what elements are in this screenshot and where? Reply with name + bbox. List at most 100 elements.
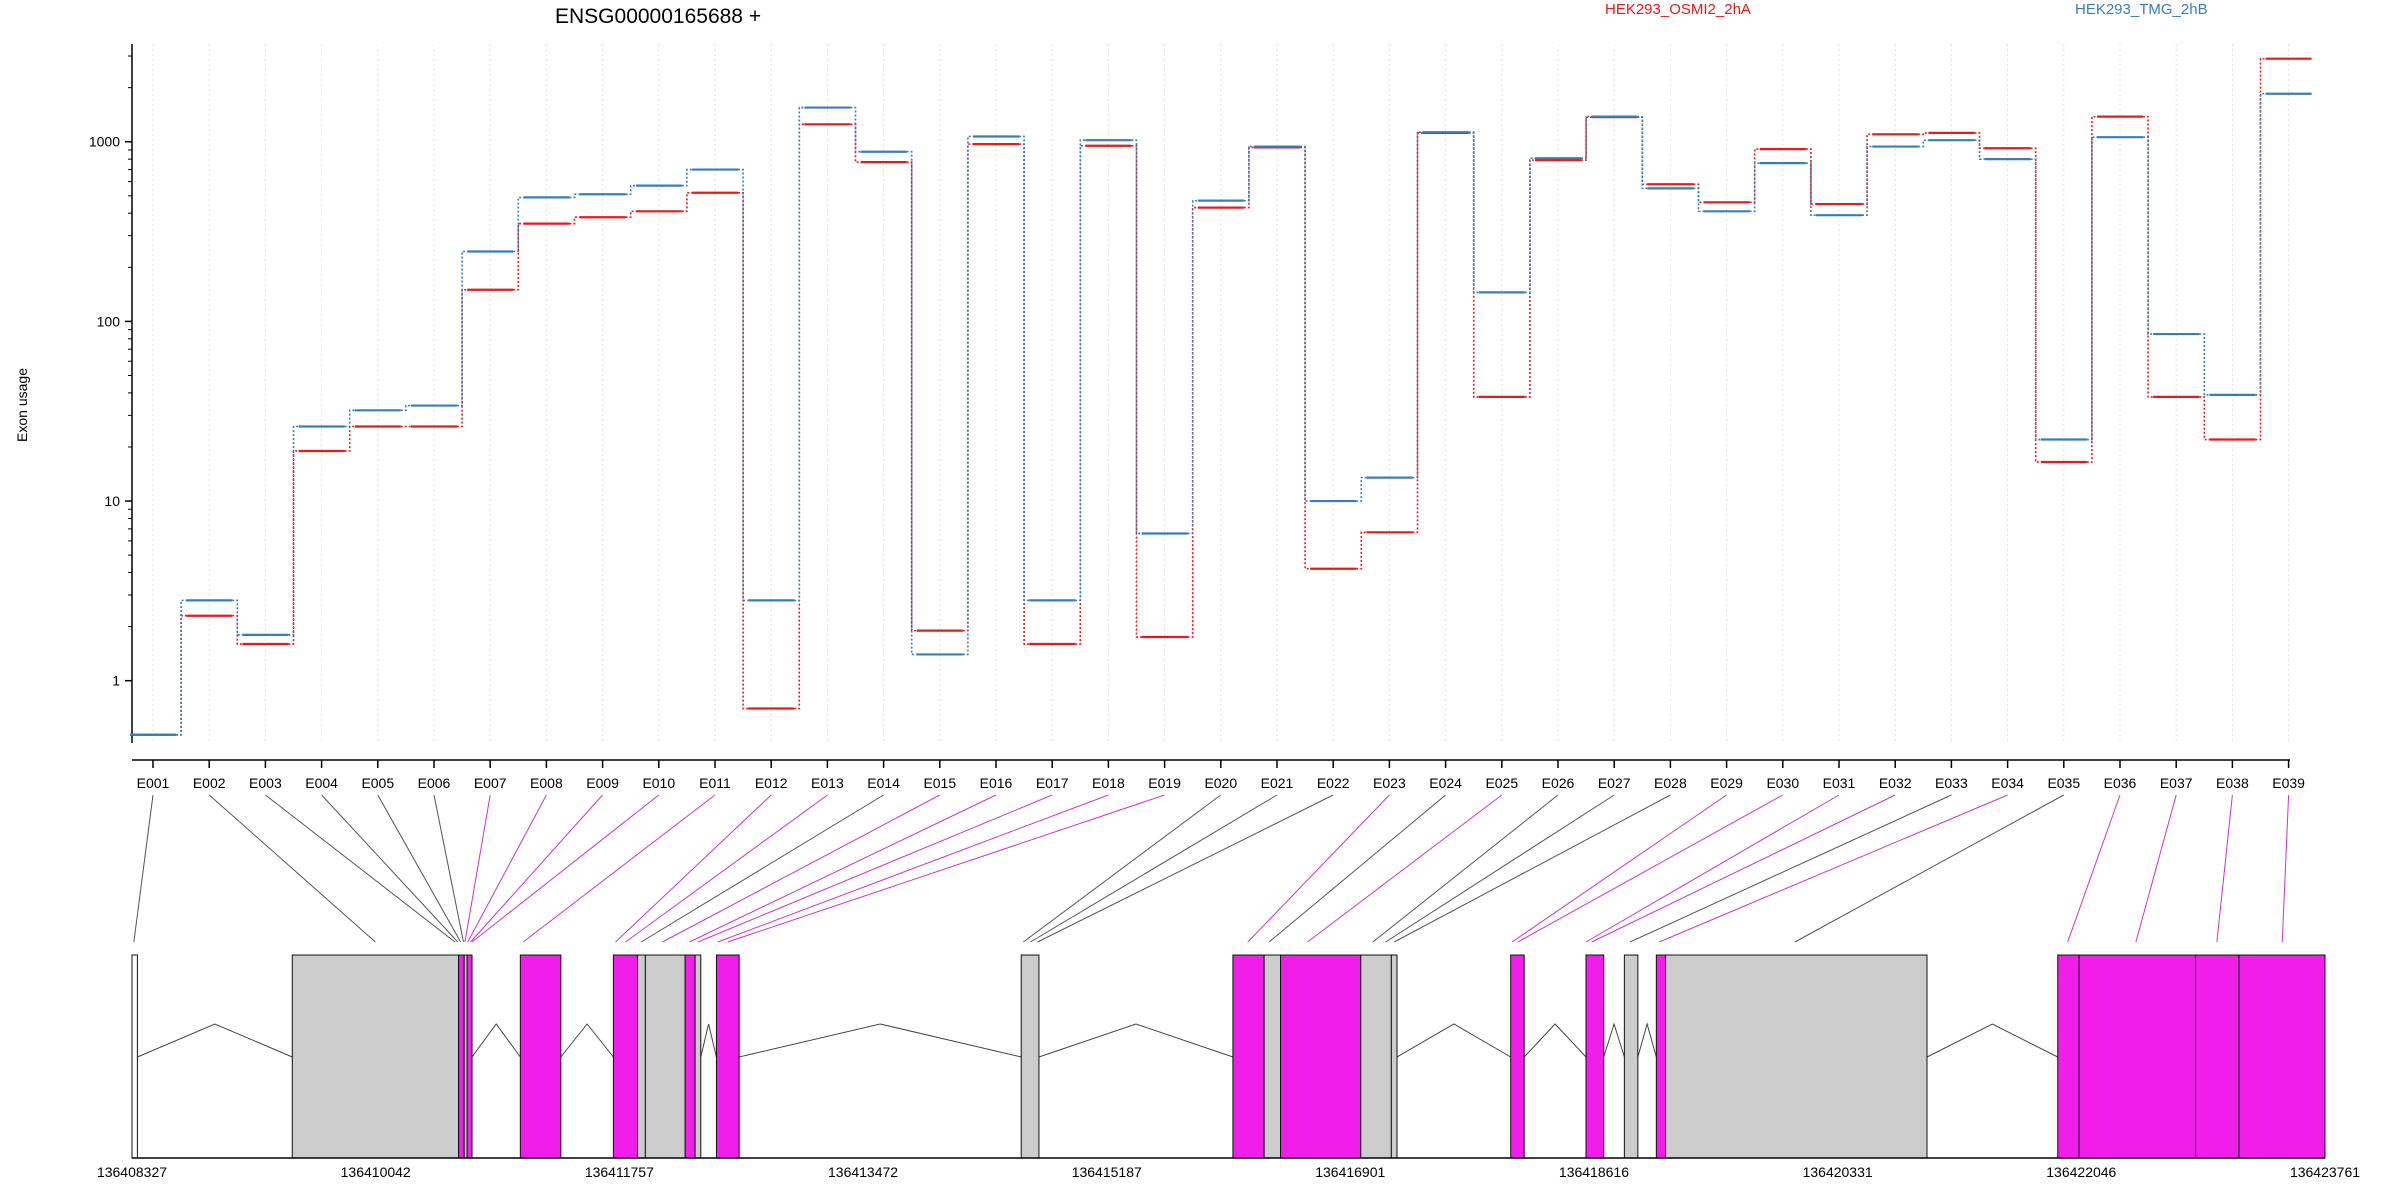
exon-connector (1307, 794, 1503, 943)
intron-chevron (471, 1023, 521, 1058)
series-connector (1974, 139, 1985, 160)
coordinate-label: 136415187 (1072, 1164, 1142, 1180)
exon-label: E006 (418, 775, 451, 791)
exon-connector (1268, 794, 1446, 943)
exon-connector (1591, 794, 1896, 943)
exon-connector (522, 794, 716, 943)
series-connector (1468, 131, 1479, 294)
intron-chevron (1926, 1023, 2058, 1058)
exon-guide-lines (152, 44, 2290, 743)
series-connector (2086, 136, 2097, 441)
exon-connector (1517, 794, 1784, 943)
coordinate-label: 136408327 (97, 1164, 167, 1180)
series-connector (906, 150, 917, 656)
series-connector (1243, 145, 1254, 202)
series-connector (1693, 187, 1704, 213)
series-connector (1918, 132, 1929, 136)
exon-connector (717, 794, 1109, 943)
exon-block (694, 954, 702, 1159)
exon-label: E018 (1092, 775, 1125, 791)
series-connector (962, 135, 973, 656)
exon-connector (1037, 794, 1334, 943)
series-connector (1805, 148, 1816, 205)
exon-label: E020 (1204, 775, 1237, 791)
exon-label: E019 (1148, 775, 1181, 791)
exon-label: E004 (305, 775, 338, 791)
exon-label: E007 (474, 775, 507, 791)
coordinate-label: 136410042 (341, 1164, 411, 1180)
series-connector (625, 210, 636, 219)
series-connector (1187, 199, 1198, 535)
exon-label: E024 (1429, 775, 1462, 791)
y-tick-label: 100 (97, 313, 121, 329)
exon-label: E039 (2272, 775, 2305, 791)
series-connector (625, 184, 636, 196)
intron-chevron (1523, 1023, 1587, 1058)
exon-block (1585, 954, 1605, 1159)
exon-connector (1372, 794, 1559, 943)
exon-label: E001 (137, 775, 170, 791)
series-connector (1524, 157, 1535, 294)
exon-block (1510, 954, 1525, 1159)
exon-label: E032 (1879, 775, 1912, 791)
exon-label: E033 (1935, 775, 1968, 791)
exon-block (458, 954, 465, 1159)
exon-label: E027 (1598, 775, 1631, 791)
exon-label: E026 (1542, 775, 1575, 791)
legend-series-1: HEK293_OSMI2_2hA (1605, 1, 1751, 18)
series-connector (681, 168, 692, 187)
exon-label: E016 (980, 775, 1013, 791)
exon-block (684, 954, 696, 1159)
exon-label: E022 (1317, 775, 1350, 791)
y-tick-label: 1 (112, 673, 120, 689)
series-connector (344, 409, 355, 428)
y-axis: 1 10 100 1000 (89, 44, 2290, 768)
y-axis-title: Exon usage (14, 368, 30, 442)
series-connector (1581, 115, 1592, 159)
exon-block (2057, 954, 2080, 1159)
exon-connector (1393, 794, 1671, 943)
exon-connector (662, 794, 941, 943)
exon-labels: E001 E002 E003 E004 E005 E006 E007 E008 E009 E010… (137, 775, 2306, 791)
intron-chevron (1603, 1022, 1625, 1058)
series-connector (1131, 139, 1142, 535)
exon-label: E012 (755, 775, 788, 791)
exon-block (1280, 954, 1362, 1159)
exon-connector (433, 794, 464, 943)
exon-label: E009 (586, 775, 619, 791)
exon-label: E025 (1485, 775, 1518, 791)
series-connector (738, 168, 749, 602)
series-connector (1524, 159, 1535, 398)
series-connector (1412, 131, 1423, 479)
series-connector (1412, 132, 1423, 534)
y-tick-label: 1000 (89, 134, 120, 150)
series-connector (2255, 57, 2266, 441)
series-connector (400, 404, 411, 412)
exon-label: E037 (2160, 775, 2193, 791)
exon-label: E013 (811, 775, 844, 791)
exon-label: E003 (249, 775, 282, 791)
exon-block (637, 954, 646, 1159)
chart-title: ENSG00000165688 + (555, 5, 761, 28)
exon-connector (689, 794, 997, 943)
series-connector (1749, 148, 1760, 204)
exon-connector (2135, 794, 2177, 943)
series-connector (1019, 135, 1030, 602)
exon-connector (464, 794, 491, 943)
series-connector (2030, 158, 2041, 441)
exon-label: E038 (2216, 775, 2249, 791)
exon-connector (470, 794, 603, 943)
exon-connector (1629, 794, 1952, 943)
series-connector (1749, 162, 1760, 213)
exon-connector (377, 794, 462, 943)
exon-block (1390, 954, 1398, 1159)
series-connector (1862, 133, 1873, 205)
exon-block (644, 954, 686, 1159)
exon-label: E002 (193, 775, 226, 791)
exon-connector (1030, 794, 1278, 943)
series-connector (906, 161, 917, 632)
exon-label: E030 (1766, 775, 1799, 791)
series-connector (681, 191, 692, 213)
series-connector (569, 216, 580, 225)
series-connector (2086, 115, 2097, 463)
